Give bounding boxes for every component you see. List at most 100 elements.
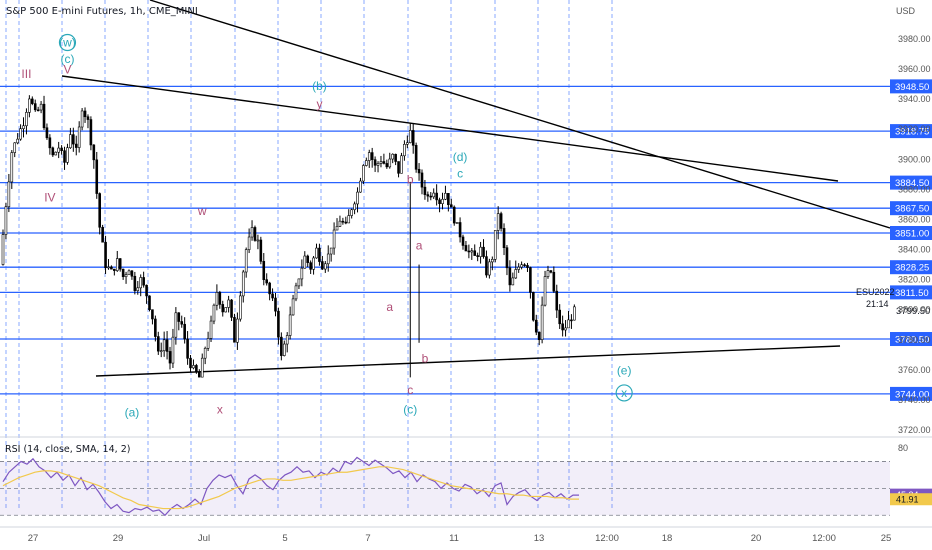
candle-body bbox=[341, 220, 345, 223]
candle-body bbox=[458, 222, 462, 238]
candle-body bbox=[203, 347, 207, 359]
candle-body bbox=[499, 213, 503, 229]
price-tick-3: 3920.00 bbox=[898, 124, 931, 134]
wave-label-13: a bbox=[416, 239, 423, 253]
candle-body bbox=[561, 323, 564, 331]
candle-body bbox=[537, 331, 541, 340]
candle-body bbox=[435, 192, 438, 201]
candle-body bbox=[110, 266, 113, 270]
rsi-title: RSI (14, close, SMA, 14, 2) bbox=[5, 444, 131, 455]
wave-label-5: w bbox=[197, 204, 207, 218]
candle-body bbox=[36, 109, 40, 112]
level-tag-7 bbox=[890, 332, 932, 347]
candle-body bbox=[74, 143, 78, 148]
price-tick-12: 3740.00 bbox=[898, 395, 931, 405]
level-tag-6 bbox=[890, 285, 932, 300]
candle-body bbox=[212, 304, 216, 322]
candle-body bbox=[408, 130, 412, 143]
candle-body bbox=[124, 274, 128, 278]
candle-body bbox=[42, 103, 46, 129]
level-label-8: 3744.00 bbox=[895, 389, 929, 400]
trendline-lower bbox=[95, 345, 841, 377]
candle-body bbox=[344, 221, 348, 224]
candle-body bbox=[543, 276, 547, 306]
last-price-label: 3799.50 bbox=[896, 306, 930, 317]
candle-body bbox=[77, 126, 81, 148]
candle-body bbox=[215, 292, 219, 306]
level-tag-3 bbox=[890, 201, 932, 216]
candle-body bbox=[83, 110, 87, 118]
candle-body bbox=[359, 180, 362, 193]
candle-body bbox=[411, 130, 415, 146]
candle-body bbox=[30, 98, 34, 104]
wave-labels: (w) (c) III V IV w (a) x (b) y (d) c b a a b c (c) (e) x bbox=[21, 33, 633, 419]
price-axis[interactable]: 3980.00 3960.00 3940.00 3920.00 3900.00 3880.… bbox=[898, 34, 931, 435]
candle-body bbox=[353, 203, 356, 211]
candle-body bbox=[151, 309, 154, 320]
candle-body bbox=[174, 312, 178, 338]
candle-body bbox=[394, 153, 397, 162]
wave-circle-0 bbox=[58, 33, 77, 52]
candle-body bbox=[227, 299, 230, 308]
level-label-2: 3884.50 bbox=[895, 178, 929, 189]
level-tag-8 bbox=[890, 386, 932, 401]
candle-body bbox=[323, 263, 327, 270]
candle-body bbox=[300, 267, 304, 280]
price-tick-13: 3720.00 bbox=[898, 425, 931, 435]
price-tick-6: 3860.00 bbox=[898, 214, 931, 224]
candle-body bbox=[567, 319, 570, 329]
candle-body bbox=[115, 258, 119, 271]
candle-body bbox=[479, 246, 482, 257]
price-tick-0: 3980.00 bbox=[898, 34, 931, 44]
candle-body bbox=[233, 317, 236, 343]
candle-body bbox=[265, 279, 269, 284]
candle-body bbox=[326, 253, 330, 265]
candle-body bbox=[432, 192, 436, 198]
wave-label-8: (b) bbox=[312, 79, 327, 93]
candle-body bbox=[473, 250, 477, 256]
candle-body bbox=[1, 234, 5, 265]
candle-body bbox=[4, 206, 8, 235]
candle-body bbox=[10, 152, 14, 183]
trendline-b-d bbox=[61, 75, 839, 182]
time-tick-3: 5 bbox=[282, 533, 287, 544]
candle-body bbox=[7, 181, 11, 208]
time-tick-9: 20 bbox=[751, 533, 762, 544]
candle-body bbox=[455, 222, 459, 224]
candle-body bbox=[288, 314, 292, 336]
candle-body bbox=[145, 284, 148, 297]
price-tick-11: 3760.00 bbox=[898, 365, 931, 375]
candle-body bbox=[253, 227, 257, 241]
candle-body bbox=[400, 155, 403, 174]
candle-body bbox=[101, 226, 104, 243]
wave-label-11: c bbox=[457, 166, 463, 180]
candle-body bbox=[154, 318, 157, 337]
candle-body bbox=[573, 306, 576, 321]
candle-body bbox=[177, 312, 181, 322]
level-tag-5 bbox=[890, 260, 932, 275]
candle-body bbox=[236, 318, 239, 343]
candle-body bbox=[388, 158, 392, 168]
candle-body bbox=[496, 213, 500, 231]
candle-body bbox=[406, 142, 409, 145]
candle-body bbox=[570, 319, 573, 322]
time-tick-5: 11 bbox=[449, 533, 459, 544]
candle-body bbox=[356, 191, 359, 205]
candle-body bbox=[57, 147, 60, 153]
rsi-line bbox=[2, 456, 579, 517]
candle-body bbox=[511, 277, 515, 286]
candle-body bbox=[69, 134, 72, 149]
candle-body bbox=[367, 152, 371, 161]
candle-body bbox=[282, 343, 286, 356]
wave-label-10: (d) bbox=[453, 150, 468, 164]
rsi-sma-line bbox=[2, 466, 579, 510]
currency-label: USD bbox=[896, 6, 916, 16]
candle-body bbox=[332, 229, 336, 249]
candle-body bbox=[209, 320, 213, 339]
candle-body bbox=[291, 298, 295, 316]
candle-body bbox=[51, 147, 55, 156]
candle-body bbox=[268, 282, 271, 295]
candle-body bbox=[92, 144, 96, 161]
time-axis[interactable]: 27 29 Jul 5 7 11 13 12:00 18 20 12:00 25 bbox=[0, 526, 932, 544]
